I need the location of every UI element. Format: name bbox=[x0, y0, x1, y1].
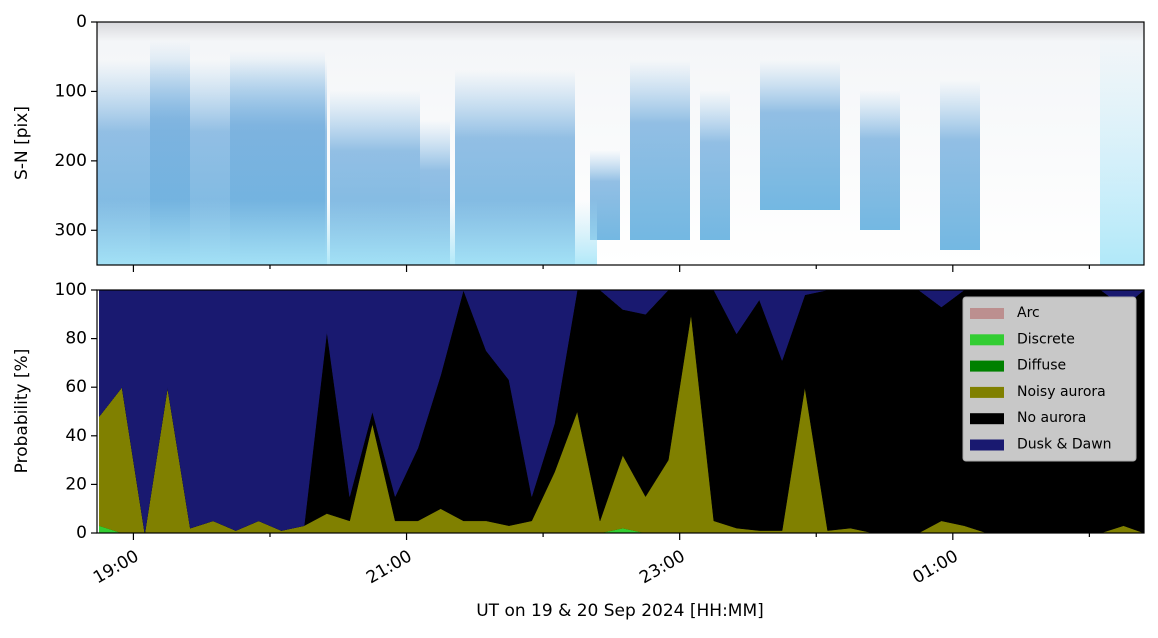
legend-swatch bbox=[970, 386, 1004, 398]
legend-label: Arc bbox=[1017, 305, 1040, 321]
bottom-frame bbox=[96, 289, 1145, 534]
x-tick-label: 19:00 bbox=[90, 546, 142, 588]
y-tick-label: 200 bbox=[55, 151, 87, 171]
top-y-label: S-N [pix] bbox=[12, 106, 32, 180]
legend: Arc Discrete Diffuse Noisy aurora No aurora D… bbox=[962, 296, 1137, 462]
y-tick-label: 80 bbox=[65, 329, 87, 349]
legend-label: Diffuse bbox=[1017, 358, 1066, 374]
legend-swatch bbox=[970, 308, 1004, 319]
x-tick-label: 01:00 bbox=[909, 546, 961, 588]
bottom-y-label: Probability [%] bbox=[12, 349, 32, 474]
keogram-image bbox=[97, 22, 1144, 265]
y-tick-label: 40 bbox=[65, 426, 87, 446]
x-tick-label: 23:00 bbox=[636, 546, 688, 588]
y-tick-label: 60 bbox=[65, 377, 87, 397]
y-tick-label: 20 bbox=[65, 474, 87, 494]
y-tick-label: 0 bbox=[76, 12, 87, 32]
x-tick-label: 21:00 bbox=[363, 546, 415, 588]
legend-label: Dusk & Dawn bbox=[1017, 437, 1112, 453]
y-tick-label: 100 bbox=[55, 81, 87, 101]
legend-label: Noisy aurora bbox=[1017, 384, 1106, 400]
top-frame bbox=[96, 21, 1145, 266]
legend-swatch bbox=[970, 413, 1004, 425]
x-label: UT on 19 & 20 Sep 2024 [HH:MM] bbox=[476, 601, 764, 621]
legend-box bbox=[962, 296, 1137, 462]
legend-swatch bbox=[970, 439, 1004, 451]
legend-swatch bbox=[970, 334, 1004, 346]
y-tick-label: 300 bbox=[55, 220, 87, 240]
y-tick-label: 0 bbox=[76, 523, 87, 543]
legend-label: No aurora bbox=[1017, 410, 1086, 426]
legend-label: Discrete bbox=[1017, 331, 1075, 347]
y-tick-label: 100 bbox=[55, 280, 87, 300]
legend-swatch bbox=[970, 360, 1004, 372]
